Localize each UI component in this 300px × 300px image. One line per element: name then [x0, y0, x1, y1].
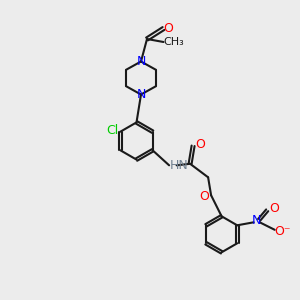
Text: N: N [252, 214, 261, 227]
Text: HN: HN [170, 159, 188, 172]
Text: O: O [200, 190, 209, 203]
Text: Cl: Cl [106, 124, 118, 137]
Text: CH₃: CH₃ [164, 37, 184, 47]
Text: O: O [269, 202, 279, 215]
Text: N: N [136, 55, 146, 68]
Text: O⁻: O⁻ [274, 225, 291, 238]
Text: N: N [136, 88, 146, 101]
Text: O: O [195, 138, 205, 151]
Text: O: O [163, 22, 173, 35]
